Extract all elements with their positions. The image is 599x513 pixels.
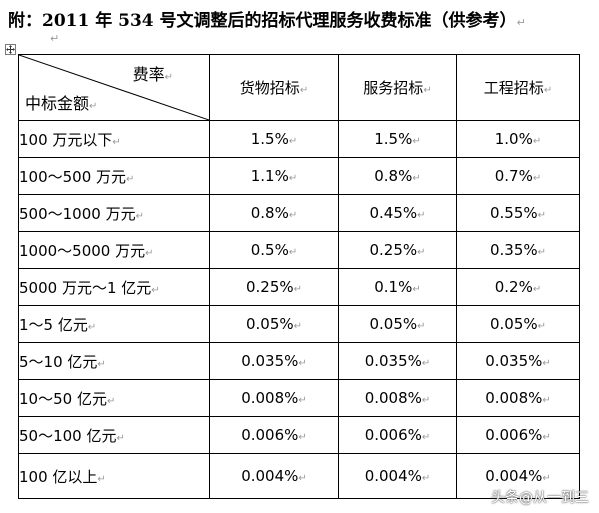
rate-cell-goods: 0.8%↵ (209, 194, 339, 232)
table-row: 100 万元以下↵ 1.5%↵ 1.5%↵ 1.0%↵ (18, 120, 580, 158)
rate-cell-engineering: 1.0%↵ (456, 120, 580, 158)
diagonal-header-cell: 费率↵ 中标金额↵ (18, 54, 210, 121)
range-cell: 5～10 亿元↵ (18, 342, 210, 380)
rate-cell-service: 0.05%↵ (338, 305, 457, 343)
range-cell: 1000～5000 万元↵ (18, 231, 210, 269)
table-row: 100 亿以上↵ 0.004%↵ 0.004%↵ 0.004%↵ (18, 453, 580, 499)
range-cell: 100 万元以下↵ (18, 120, 210, 158)
rate-cell-service: 0.45%↵ (338, 194, 457, 232)
rate-cell-engineering: 0.35%↵ (456, 231, 580, 269)
range-cell: 5000 万元～1 亿元↵ (18, 268, 210, 306)
rate-cell-engineering: 0.2%↵ (456, 268, 580, 306)
page-title-text: 附：2011 年 534 号文调整后的招标代理服务收费标准（供参考） (8, 11, 517, 31)
range-cell: 1～5 亿元↵ (18, 305, 210, 343)
table-row: 500～1000 万元↵ 0.8%↵ 0.45%↵ 0.55%↵ (18, 194, 580, 232)
diagonal-top-label: 费率↵ (132, 65, 173, 84)
rate-cell-goods: 0.05%↵ (209, 305, 339, 343)
rate-cell-goods: 1.1%↵ (209, 157, 339, 195)
rate-cell-service: 0.008%↵ (338, 379, 457, 417)
column-header-goods: 货物招标↵ (209, 54, 339, 121)
rate-cell-service: 0.1%↵ (338, 268, 457, 306)
paragraph-mark: ↵ (516, 16, 526, 29)
fee-table: 费率↵ 中标金额↵ 货物招标↵ 服务招标↵ 工程招标↵ 100 万元以下↵ 1.5… (18, 54, 580, 499)
rate-cell-goods: 0.25%↵ (209, 268, 339, 306)
rate-cell-engineering: 0.05%↵ (456, 305, 580, 343)
rate-cell-engineering: 0.004%↵ (456, 453, 580, 499)
rate-cell-goods: 0.035%↵ (209, 342, 339, 380)
column-header-engineering: 工程招标↵ (456, 54, 580, 121)
rate-cell-engineering: 0.008%↵ (456, 379, 580, 417)
page-title: 附：2011 年 534 号文调整后的招标代理服务收费标准（供参考）↵ (8, 6, 526, 31)
rate-cell-engineering: 0.006%↵ (456, 416, 580, 454)
table-row: 100～500 万元↵ 1.1%↵ 0.8%↵ 0.7%↵ (18, 157, 580, 195)
rate-cell-goods: 0.004%↵ (209, 453, 339, 499)
table-row: 1～5 亿元↵ 0.05%↵ 0.05%↵ 0.05%↵ (18, 305, 580, 343)
rate-cell-goods: 0.5%↵ (209, 231, 339, 269)
rate-cell-service: 0.035%↵ (338, 342, 457, 380)
diagonal-line (19, 55, 209, 120)
rate-cell-goods: 0.006%↵ (209, 416, 339, 454)
table-row: 10～50 亿元↵ 0.008%↵ 0.008%↵ 0.008%↵ (18, 379, 580, 417)
table-row: 5000 万元～1 亿元↵ 0.25%↵ 0.1%↵ 0.2%↵ (18, 268, 580, 306)
paragraph-mark: ↵ (50, 32, 60, 45)
table-row: 50～100 亿元↵ 0.006%↵ 0.006%↵ 0.006%↵ (18, 416, 580, 454)
table-row: 5～10 亿元↵ 0.035%↵ 0.035%↵ 0.035%↵ (18, 342, 580, 380)
watermark: 头条@从一到三 (491, 490, 589, 506)
rate-cell-service: 1.5%↵ (338, 120, 457, 158)
rate-cell-service: 0.8%↵ (338, 157, 457, 195)
rate-cell-engineering: 0.7%↵ (456, 157, 580, 195)
range-cell: 500～1000 万元↵ (18, 194, 210, 232)
rate-cell-engineering: 0.55%↵ (456, 194, 580, 232)
table-move-handle-icon[interactable] (5, 44, 16, 55)
rate-cell-engineering: 0.035%↵ (456, 342, 580, 380)
rate-cell-goods: 0.008%↵ (209, 379, 339, 417)
table-row: 1000～5000 万元↵ 0.5%↵ 0.25%↵ 0.35%↵ (18, 231, 580, 269)
rate-cell-service: 0.25%↵ (338, 231, 457, 269)
diagonal-bottom-label: 中标金额↵ (25, 94, 98, 113)
range-cell: 10～50 亿元↵ (18, 379, 210, 417)
range-cell: 100～500 万元↵ (18, 157, 210, 195)
rate-cell-service: 0.006%↵ (338, 416, 457, 454)
range-cell: 100 亿以上↵ (18, 453, 210, 499)
rate-cell-goods: 1.5%↵ (209, 120, 339, 158)
table-header-row: 费率↵ 中标金额↵ 货物招标↵ 服务招标↵ 工程招标↵ (18, 54, 580, 121)
column-header-service: 服务招标↵ (338, 54, 457, 121)
range-cell: 50～100 亿元↵ (18, 416, 210, 454)
rate-cell-service: 0.004%↵ (338, 453, 457, 499)
